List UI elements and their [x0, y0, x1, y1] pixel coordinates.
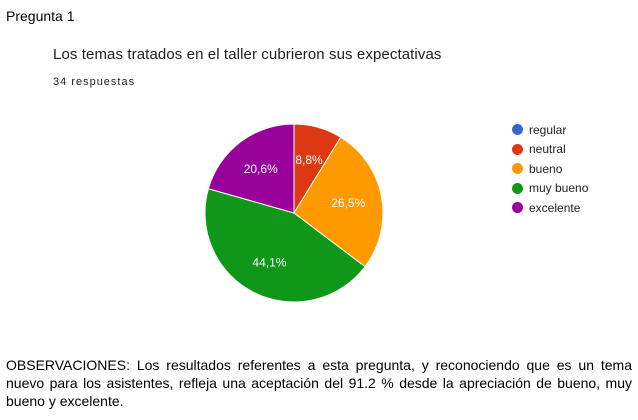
legend-label: bueno	[529, 161, 563, 176]
legend-swatch	[512, 163, 523, 175]
legend-swatch	[512, 182, 523, 194]
legend-item-regular: regular	[512, 120, 588, 140]
pie-label-muy-bueno: 44,1%	[252, 255, 286, 269]
pie-label-neutral: 8,8%	[295, 153, 323, 167]
chart-title: Los temas tratados en el taller cubriero…	[53, 46, 442, 63]
pie-label-excelente: 20,6%	[244, 162, 278, 176]
legend-label: regular	[529, 122, 567, 137]
legend-swatch	[512, 143, 523, 155]
legend-item-bueno: bueno	[512, 159, 588, 179]
pie-label-bueno: 26,5%	[331, 196, 365, 210]
legend-swatch	[512, 124, 523, 136]
legend-item-neutral: neutral	[512, 140, 588, 160]
legend-item-excelente: excelente	[512, 198, 588, 218]
legend-item-muy-bueno: muy bueno	[512, 179, 588, 199]
chart-legend: regular neutral bueno muy bueno excelente	[512, 120, 588, 218]
question-heading: Pregunta 1	[6, 8, 75, 24]
response-count: 34 respuestas	[53, 76, 136, 88]
observations-text: OBSERVACIONES: Los resultados referentes…	[6, 357, 632, 409]
legend-label: excelente	[529, 200, 581, 215]
pie-slice-muy-bueno	[204, 188, 366, 303]
pie-chart: 8,8% 26,5% 44,1% 20,6%	[204, 123, 384, 303]
pie-slice-excelente	[207, 123, 295, 214]
legend-label: muy bueno	[529, 181, 589, 196]
pie-slice-bueno	[293, 136, 384, 268]
legend-label: neutral	[529, 142, 566, 157]
legend-swatch	[512, 202, 523, 214]
